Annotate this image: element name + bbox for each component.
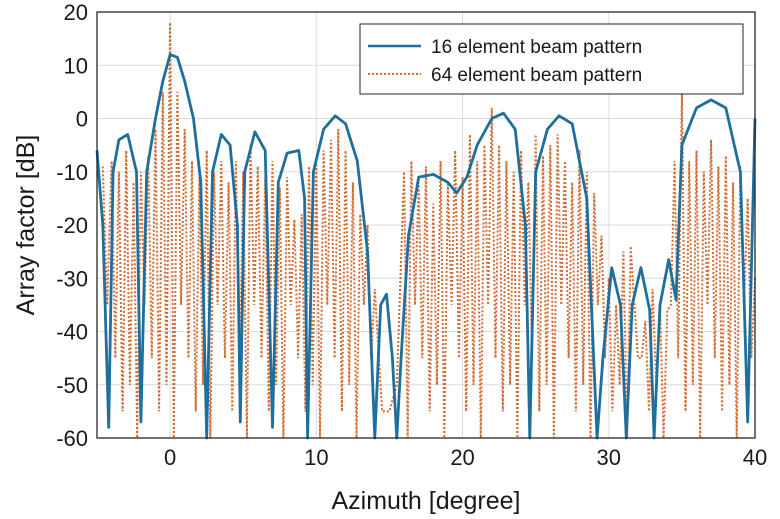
y-tick-label: -20 [56, 213, 88, 238]
x-tick-label: 20 [450, 445, 474, 470]
x-tick-label: 30 [597, 445, 621, 470]
x-axis-title: Azimuth [degree] [332, 487, 521, 515]
legend: 16 element beam pattern 64 element beam … [359, 23, 744, 95]
x-tick-label: 10 [304, 445, 328, 470]
x-tick-label: 0 [164, 445, 176, 470]
y-axis-title: Array factor [dB] [12, 135, 40, 316]
plot-frame [96, 11, 756, 439]
legend-label-16: 16 element beam pattern [431, 37, 642, 58]
x-tick-label: 40 [743, 445, 767, 470]
legend-label-64: 64 element beam pattern [431, 65, 642, 86]
legend-box [359, 23, 744, 95]
y-tick-label: 10 [64, 53, 88, 78]
y-tick-label: 20 [64, 0, 88, 25]
tick-labels: 0 10 20 30 40 20 10 0 -10 -20 -30 -40 -50 -60 [56, 0, 767, 470]
y-tick-label: -60 [56, 426, 88, 451]
y-tick-label: 0 [76, 107, 88, 132]
y-tick-label: -50 [56, 373, 88, 398]
series-16-element-line [95, 53, 757, 440]
y-tick-label: -40 [56, 320, 88, 345]
y-tick-label: -30 [56, 266, 88, 291]
y-tick-label: -10 [56, 160, 88, 185]
